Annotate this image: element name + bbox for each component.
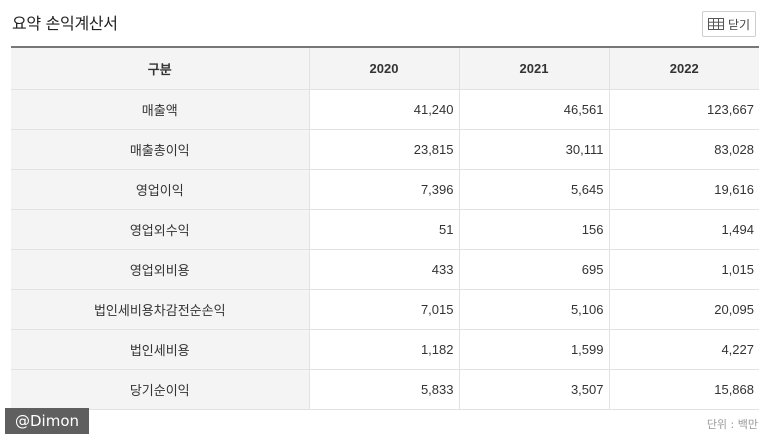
cell-value: 433 [308,248,460,290]
row-label: 영업외수익 [11,208,310,250]
row-label: 영업이익 [11,168,310,210]
cell-value: 30,111 [458,128,610,170]
table-row: 영업이익 7,396 5,645 19,616 [11,168,759,210]
row-label: 법인세비용차감전순손익 [11,288,310,330]
row-label: 영업외비용 [11,248,310,290]
cell-value: 3,507 [458,368,610,410]
cell-value: 15,868 [608,368,759,410]
cell-value: 5,645 [458,168,610,210]
cell-value: 23,815 [308,128,460,170]
cell-value: 5,833 [308,368,460,410]
cell-value: 123,667 [608,88,759,130]
cell-value: 5,106 [458,288,610,330]
cell-value: 19,616 [608,168,759,210]
cell-value: 46,561 [458,88,610,130]
cell-value: 7,396 [308,168,460,210]
cell-value: 1,015 [608,248,759,290]
cell-value: 41,240 [308,88,460,130]
row-label: 법인세비용 [11,328,310,370]
page-title: 요약 손익계산서 [12,14,118,33]
cell-value: 20,095 [608,288,759,330]
cell-value: 83,028 [608,128,759,170]
table-row: 매출액 41,240 46,561 123,667 [11,88,759,130]
column-header-2021: 2021 [458,46,610,90]
unit-note: 단위 : 백만 [706,418,758,431]
table-row: 당기순이익 5,833 3,507 15,868 [11,368,759,410]
table-row: 영업외수익 51 156 1,494 [11,208,759,250]
table-row: 영업외비용 433 695 1,015 [11,248,759,290]
row-label: 매출총이익 [11,128,310,170]
column-header-2022: 2022 [608,46,759,90]
column-header-category: 구분 [11,46,310,90]
column-header-2020: 2020 [308,46,460,90]
cell-value: 1,599 [458,328,610,370]
row-label: 매출액 [11,88,310,130]
table-grid-icon [707,18,724,30]
cell-value: 1,182 [308,328,460,370]
watermark: @Dimon [5,408,89,434]
cell-value: 156 [458,208,610,250]
row-label: 당기순이익 [11,368,310,410]
table-row: 매출총이익 23,815 30,111 83,028 [11,128,759,170]
cell-value: 1,494 [608,208,759,250]
table-row: 법인세비용차감전순손익 7,015 5,106 20,095 [11,288,759,330]
close-button-label: 닫기 [727,17,751,32]
income-statement-table: 구분 2020 2021 2022 매출액 41,240 46,561 123,… [11,46,759,410]
table-row: 법인세비용 1,182 1,599 4,227 [11,328,759,370]
cell-value: 51 [308,208,460,250]
table-header-row: 구분 2020 2021 2022 [11,46,759,90]
cell-value: 4,227 [608,328,759,370]
cell-value: 695 [458,248,610,290]
cell-value: 7,015 [308,288,460,330]
close-button[interactable]: 닫기 [702,11,756,37]
